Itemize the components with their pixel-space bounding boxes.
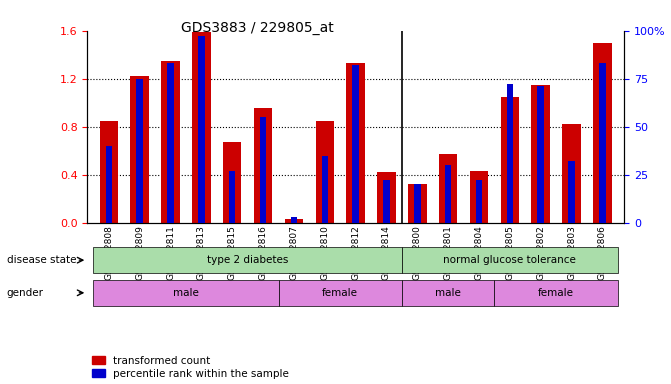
Bar [130, 76, 149, 223]
Bar [105, 146, 112, 223]
FancyBboxPatch shape [93, 247, 402, 273]
Bar [167, 63, 174, 223]
Bar [531, 85, 550, 223]
Text: gender: gender [7, 288, 44, 298]
Bar [568, 161, 575, 223]
Text: GDS3883 / 229805_at: GDS3883 / 229805_at [181, 21, 334, 35]
Bar [501, 97, 519, 223]
Bar [445, 165, 452, 223]
Text: disease state: disease state [7, 255, 76, 265]
Bar [439, 154, 458, 223]
Bar [285, 219, 303, 223]
Bar [291, 217, 297, 223]
Bar [198, 36, 205, 223]
Bar [229, 171, 236, 223]
Bar [537, 86, 544, 223]
Bar [599, 63, 606, 223]
Bar [352, 65, 359, 223]
FancyBboxPatch shape [402, 280, 495, 306]
Bar [254, 108, 272, 223]
Bar [161, 61, 180, 223]
Bar [260, 117, 266, 223]
Text: male: male [435, 288, 461, 298]
Bar [321, 156, 328, 223]
Bar [383, 180, 390, 223]
Legend: transformed count, percentile rank within the sample: transformed count, percentile rank withi… [93, 356, 289, 379]
Bar [223, 142, 242, 223]
FancyBboxPatch shape [278, 280, 402, 306]
Bar [476, 180, 482, 223]
FancyBboxPatch shape [495, 280, 618, 306]
Bar [346, 63, 365, 223]
Bar [192, 32, 211, 223]
Bar [408, 184, 427, 223]
Text: normal glucose tolerance: normal glucose tolerance [444, 255, 576, 265]
Bar [414, 184, 421, 223]
Bar [562, 124, 581, 223]
Bar [136, 79, 143, 223]
Bar [99, 121, 118, 223]
Text: type 2 diabetes: type 2 diabetes [207, 255, 289, 265]
FancyBboxPatch shape [402, 247, 618, 273]
Text: male: male [173, 288, 199, 298]
Bar [593, 43, 612, 223]
Text: female: female [322, 288, 358, 298]
Text: female: female [538, 288, 574, 298]
Bar [315, 121, 334, 223]
Bar [507, 84, 513, 223]
FancyBboxPatch shape [93, 280, 278, 306]
Bar [470, 171, 488, 223]
Bar [377, 172, 396, 223]
